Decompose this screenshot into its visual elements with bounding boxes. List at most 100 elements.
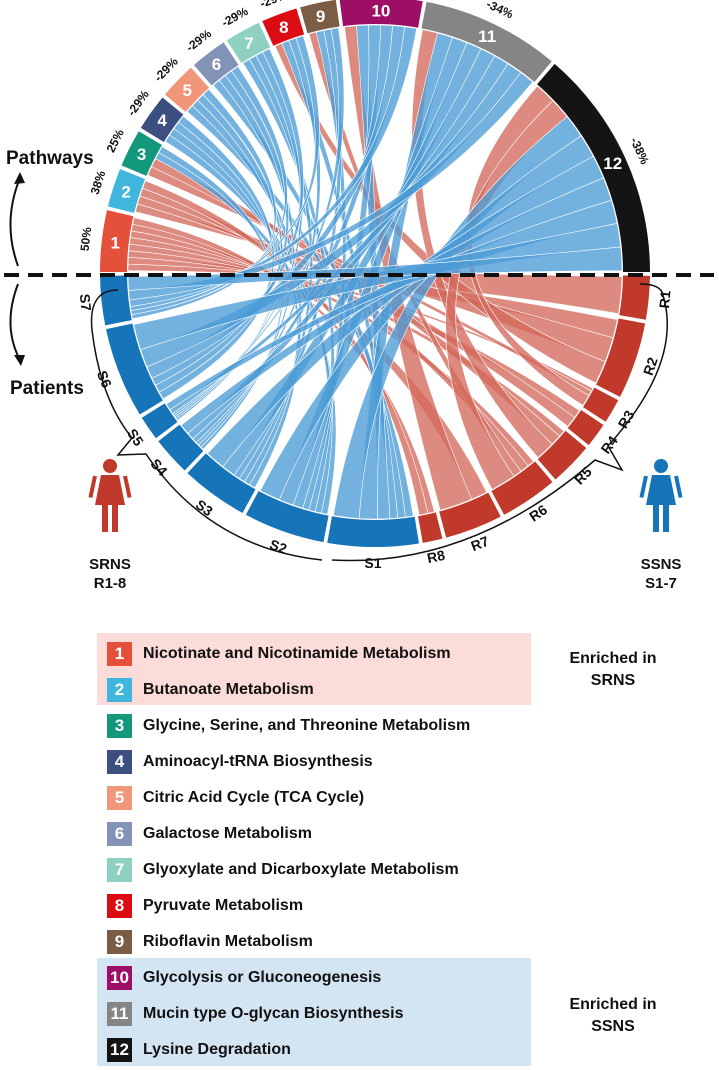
patient-arc-label: R2 bbox=[640, 355, 661, 377]
patient-arc-label: S5 bbox=[124, 426, 147, 449]
chord-diagram: 150%238%325%4-29%5-29%6-29%7-29%8-29%9-2… bbox=[4, 0, 714, 571]
legend-label: Glyoxylate and Dicarboxylate Metabolism bbox=[143, 861, 459, 878]
ribbon-link bbox=[151, 48, 305, 386]
legend-number-badge: 12 bbox=[107, 1038, 132, 1062]
legend-label: Glycine, Serine, and Threonine Metabolis… bbox=[143, 717, 471, 734]
pathway-percent-label: 50% bbox=[78, 226, 95, 252]
ribbon-link bbox=[130, 35, 320, 311]
legend-number-badge: 5 bbox=[107, 786, 132, 810]
patient-arc-S3 bbox=[187, 453, 256, 513]
female-patient-icon bbox=[88, 459, 132, 532]
ribbon-link bbox=[172, 27, 345, 416]
ribbon-link bbox=[131, 88, 277, 320]
patients-label: Patients bbox=[10, 378, 84, 399]
legend-item: 8 Pyruvate Metabolism bbox=[107, 894, 303, 918]
srns-enriched-band bbox=[97, 633, 531, 705]
arcs-layer bbox=[100, 0, 650, 548]
legend-number-badge: 11 bbox=[107, 1002, 132, 1026]
pathway-arc-4 bbox=[140, 97, 184, 143]
female-patient-icon bbox=[639, 459, 683, 532]
legend-number-badge: 10 bbox=[107, 966, 132, 990]
pathway-arc-number: 6 bbox=[212, 55, 221, 74]
pathway-percent-label: 38% bbox=[88, 169, 109, 196]
pathway-arc-8 bbox=[262, 8, 305, 46]
ssns-group-name: SSNS bbox=[640, 556, 682, 573]
patient-arc-S2 bbox=[245, 490, 329, 543]
pathway-arc-10 bbox=[339, 0, 423, 28]
legend-label: Mucin type O-glycan Biosynthesis bbox=[143, 1005, 404, 1022]
legend-item: 6 Galactose Metabolism bbox=[107, 822, 312, 846]
legend-number-badge: 4 bbox=[107, 750, 132, 774]
patient-arc-label: S2 bbox=[268, 536, 290, 557]
pathways-label: Pathways bbox=[6, 148, 94, 169]
patient-arc-label: R6 bbox=[526, 501, 550, 524]
pathway-percent-label: -29% bbox=[151, 54, 181, 84]
pathway-arc-number: 3 bbox=[137, 145, 146, 164]
legend-item: 11 Mucin type O-glycan Biosynthesis bbox=[107, 1002, 404, 1026]
enriched-ssns-line2: SSNS bbox=[591, 1018, 635, 1035]
pathway-arc-3 bbox=[121, 131, 162, 176]
patient-arc-label: R3 bbox=[615, 407, 638, 431]
legend-item: 3 Glycine, Serine, and Threonine Metaboli… bbox=[107, 714, 470, 738]
patient-arc-R6 bbox=[491, 461, 553, 515]
ribbon-link bbox=[130, 66, 288, 316]
legend-number-badge: 8 bbox=[107, 894, 132, 918]
pathway-arc-number: 4 bbox=[157, 111, 167, 130]
patient-arc-label: S1 bbox=[364, 555, 381, 571]
pathway-arc-number: 2 bbox=[121, 183, 130, 202]
pathway-percent-label: -29% bbox=[183, 26, 214, 54]
legend-item: 12 Lysine Degradation bbox=[107, 1038, 291, 1062]
legend-label: Galactose Metabolism bbox=[143, 825, 312, 842]
pathway-arc-number: 12 bbox=[603, 154, 622, 173]
patient-arc-S7 bbox=[100, 275, 132, 326]
pathway-arc-12 bbox=[537, 63, 650, 273]
arrow-up-head bbox=[14, 172, 25, 184]
enriched-srns-label: Enriched in SRNS bbox=[548, 648, 678, 692]
pathway-arc-7 bbox=[226, 22, 271, 64]
ssns-caption: SSNS S1-7 bbox=[626, 555, 696, 593]
enriched-ssns-line1: Enriched in bbox=[569, 996, 657, 1013]
legend-item: 5 Citric Acid Cycle (TCA Cycle) bbox=[107, 786, 364, 810]
legend-number-badge: 7 bbox=[107, 858, 132, 882]
legend-number-badge: 3 bbox=[107, 714, 132, 738]
pathway-arc-6 bbox=[193, 42, 239, 86]
patient-arc-R4 bbox=[567, 409, 604, 446]
legend-label: Lysine Degradation bbox=[143, 1041, 291, 1058]
pathway-percent-label: -38% bbox=[627, 135, 652, 167]
patient-arc-R8 bbox=[418, 512, 443, 543]
patient-arc-label: S6 bbox=[94, 368, 115, 390]
srns-caption: SRNS R1-8 bbox=[75, 555, 145, 593]
legend-number-badge: 1 bbox=[107, 642, 132, 666]
pathway-percent-label: -29% bbox=[219, 4, 251, 30]
legend-label: Butanoate Metabolism bbox=[143, 681, 314, 698]
pathway-percent-label: -29% bbox=[258, 0, 289, 11]
patient-arc-R5 bbox=[537, 430, 587, 480]
pathway-percent-label: -29% bbox=[124, 87, 152, 118]
legend-item: 10 Glycolysis or Gluconeogenesis bbox=[107, 966, 381, 990]
legend-label: Glycolysis or Gluconeogenesis bbox=[143, 969, 382, 986]
legend-number-badge: 2 bbox=[107, 678, 132, 702]
pathway-percent-label: 25% bbox=[104, 127, 127, 155]
enriched-srns-line1: Enriched in bbox=[569, 650, 657, 667]
ssns-bracket bbox=[331, 283, 669, 562]
pathway-arc-number: 5 bbox=[182, 81, 191, 100]
enriched-ssns-label: Enriched in SSNS bbox=[548, 994, 678, 1038]
pathway-arc-number: 11 bbox=[478, 27, 496, 46]
ribbon-link bbox=[127, 246, 623, 291]
srns-group-range: R1-8 bbox=[93, 575, 127, 592]
ribbon-link bbox=[129, 26, 417, 307]
patient-arc-R2 bbox=[595, 318, 646, 397]
patient-arc-S6 bbox=[106, 323, 163, 415]
patient-arc-label: R5 bbox=[571, 463, 595, 487]
legend-label: Nicotinate and Nicotinamide Metabolism bbox=[143, 645, 451, 662]
arrow-down-head bbox=[14, 355, 25, 366]
patient-arc-R7 bbox=[439, 492, 501, 538]
legend-number-badge: 6 bbox=[107, 822, 132, 846]
legend-number-badge: 9 bbox=[107, 930, 132, 954]
legend-item: 9 Riboflavin Metabolism bbox=[107, 930, 313, 954]
pathway-arc-number: 10 bbox=[371, 2, 390, 21]
pathway-arc-number: 1 bbox=[110, 233, 119, 252]
srns-group-name: SRNS bbox=[89, 556, 131, 573]
patient-arc-S5 bbox=[141, 403, 178, 439]
legend-label: Pyruvate Metabolism bbox=[143, 897, 304, 914]
